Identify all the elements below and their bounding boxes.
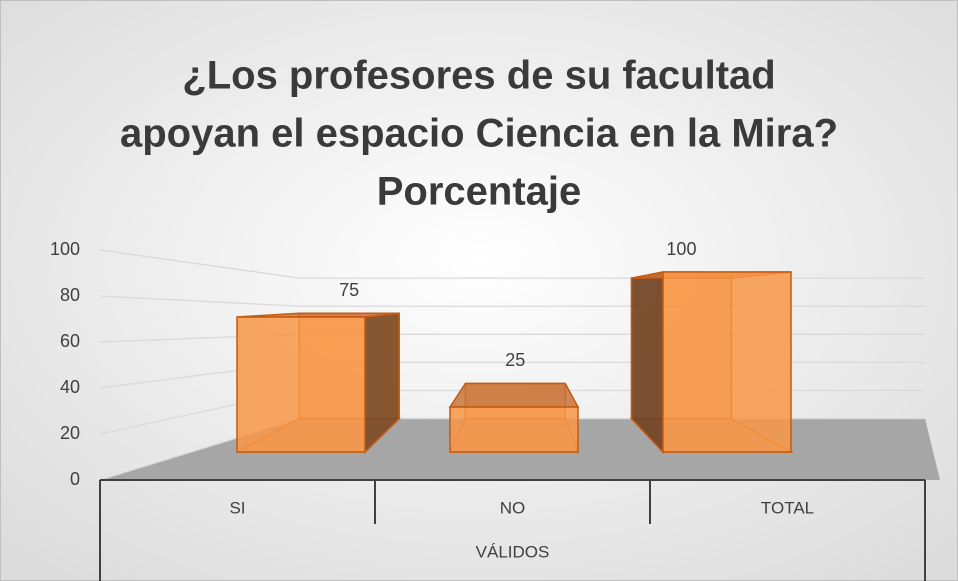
grid-line	[99, 249, 301, 279]
y-tick-label: 40	[60, 377, 80, 397]
data-label: 100	[666, 239, 696, 259]
grid-line	[99, 295, 301, 307]
x-tick-label: NO	[500, 498, 526, 517]
x-tick-label: TOTAL	[761, 498, 814, 517]
x-tick-label: SI	[229, 498, 245, 517]
y-tick-label: 100	[50, 239, 80, 259]
category-group-label: VÁLIDOS	[476, 542, 550, 561]
bar	[449, 406, 579, 453]
bar	[662, 271, 792, 453]
bar	[236, 316, 366, 453]
y-tick-label: 60	[60, 331, 80, 351]
chart-title: Porcentaje	[377, 170, 582, 214]
y-tick-label: 0	[70, 469, 80, 489]
chart-title: ¿Los profesores de su facultad	[182, 54, 775, 98]
data-label: 25	[505, 350, 525, 370]
data-label: 75	[339, 280, 359, 300]
chart-title: apoyan el espacio Ciencia en la Mira?	[120, 112, 838, 156]
y-tick-label: 80	[60, 285, 80, 305]
y-tick-label: 20	[60, 423, 80, 443]
bar-top	[448, 382, 580, 408]
